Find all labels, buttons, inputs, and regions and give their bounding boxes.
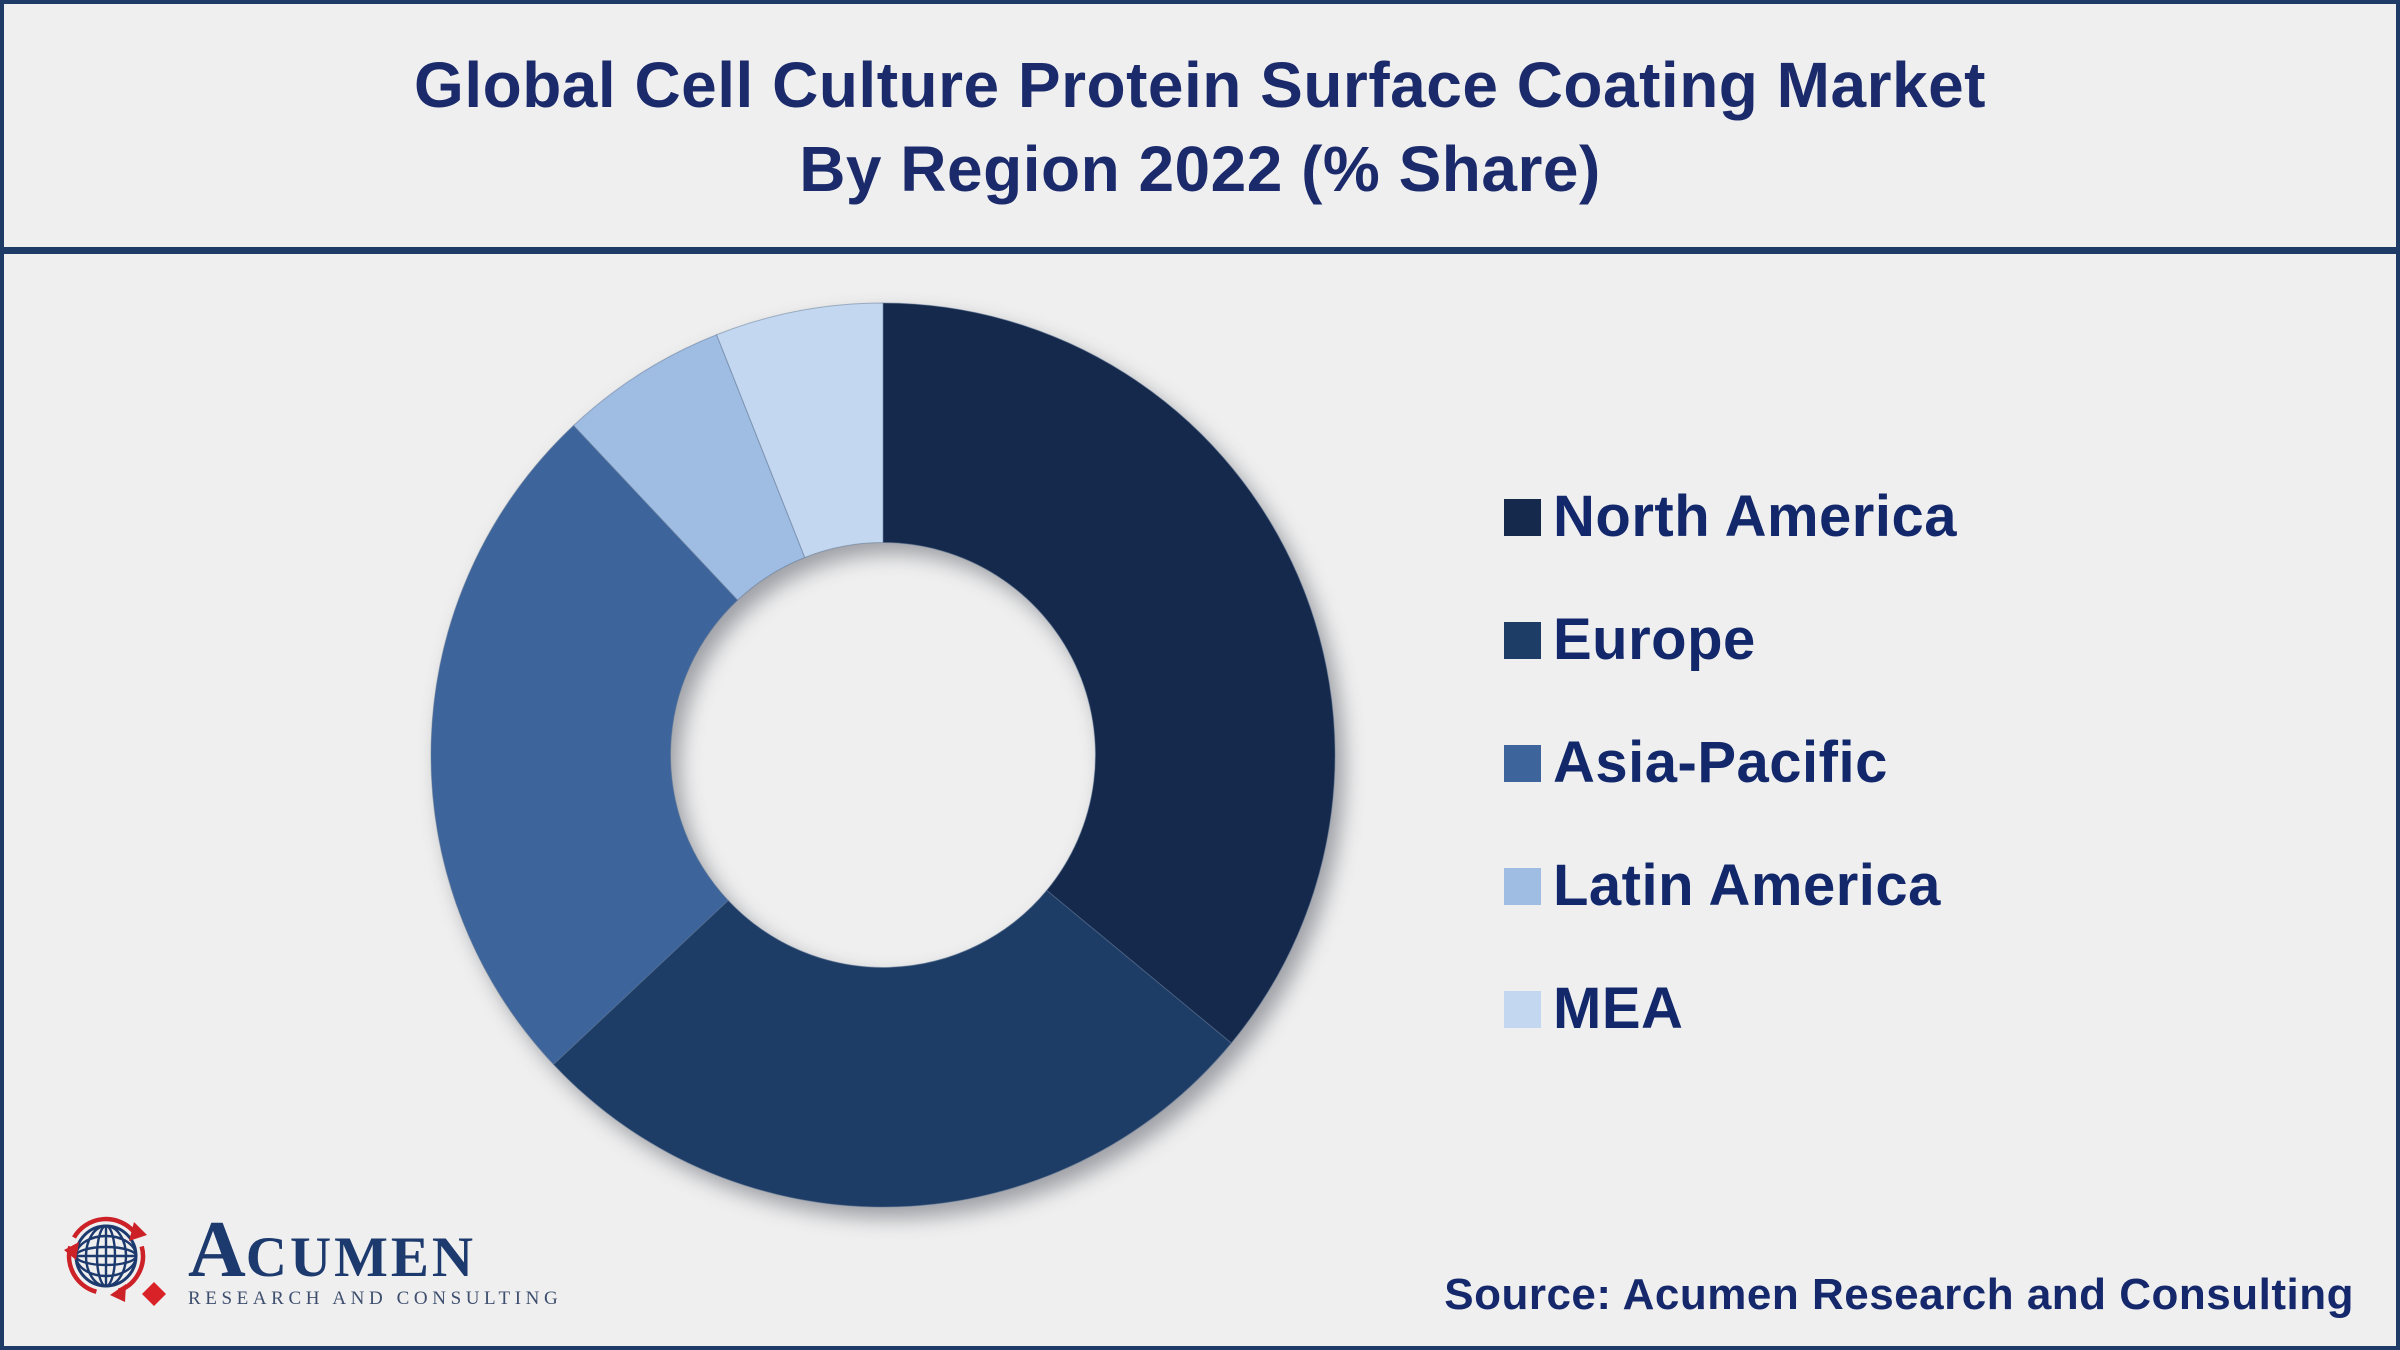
legend-swatch — [1504, 744, 1541, 782]
donut-chart — [430, 302, 1336, 1208]
header-divider — [4, 247, 2396, 254]
legend-item-mea: MEA — [1504, 980, 1957, 1038]
legend-item-europe: Europe — [1504, 611, 1957, 669]
legend-swatch — [1504, 498, 1541, 536]
globe-icon — [64, 1216, 166, 1306]
legend-item-north-america: North America — [1504, 488, 1957, 546]
chart-legend: North America Europe Asia-Pacific Latin Ame… — [1504, 488, 1957, 1038]
donut-slice-mea — [715, 302, 884, 559]
chart-title-line1: Global Cell Culture Protein Surface Coat… — [414, 49, 1986, 122]
legend-label: Europe — [1553, 607, 1756, 672]
acumen-logo: ACUMEN RESEARCH AND CONSULTING — [54, 1198, 562, 1316]
legend-item-latin-america: Latin America — [1504, 857, 1957, 915]
legend-label: Latin America — [1553, 853, 1941, 918]
legend-label: Asia-Pacific — [1553, 730, 1888, 795]
donut-slice-asia-pacific — [430, 424, 739, 1066]
donut-slice-north-america — [882, 302, 1336, 1044]
diamond-icon — [142, 1282, 166, 1306]
source-attribution: Source: Acumen Research and Consulting — [1444, 1270, 2354, 1319]
chart-title-line2: By Region 2022 (% Share) — [799, 132, 1601, 205]
legend-label: MEA — [1553, 976, 1684, 1041]
chart-title: Global Cell Culture Protein Surface Coat… — [414, 44, 1986, 210]
legend-swatch — [1504, 621, 1541, 659]
logo-tagline: RESEARCH AND CONSULTING — [188, 1288, 563, 1309]
legend-swatch — [1504, 867, 1541, 905]
logo-name: ACUMEN — [188, 1206, 477, 1294]
chart-header: Global Cell Culture Protein Surface Coat… — [4, 4, 2396, 251]
legend-item-asia-pacific: Asia-Pacific — [1504, 734, 1957, 792]
legend-label: North America — [1553, 484, 1958, 549]
donut-slice-europe — [552, 889, 1232, 1208]
legend-swatch — [1504, 990, 1541, 1028]
